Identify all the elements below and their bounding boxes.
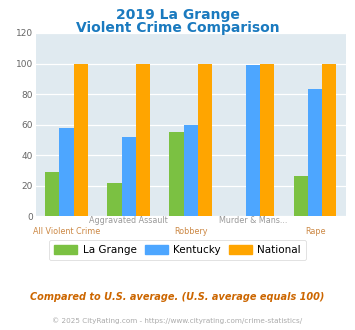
Text: Rape: Rape (305, 227, 325, 236)
Bar (59, 128, 74, 216)
Bar (136, 63, 150, 216)
Text: Aggravated Assault: Aggravated Assault (89, 216, 168, 225)
Bar (322, 63, 337, 216)
Bar (184, 124, 198, 216)
Bar (169, 132, 184, 216)
Bar (74, 63, 88, 216)
Text: © 2025 CityRating.com - https://www.cityrating.com/crime-statistics/: © 2025 CityRating.com - https://www.city… (53, 317, 302, 324)
Bar (198, 63, 212, 216)
Bar (294, 177, 308, 216)
Legend: La Grange, Kentucky, National: La Grange, Kentucky, National (49, 240, 306, 260)
Bar (260, 63, 274, 216)
Text: Violent Crime Comparison: Violent Crime Comparison (76, 21, 279, 35)
Bar (246, 65, 260, 216)
Bar (107, 182, 121, 216)
Text: All Violent Crime: All Violent Crime (33, 227, 100, 236)
Bar (308, 89, 322, 216)
Bar (121, 137, 136, 216)
Text: Robbery: Robbery (174, 227, 208, 236)
Bar (45, 172, 59, 216)
Text: Compared to U.S. average. (U.S. average equals 100): Compared to U.S. average. (U.S. average … (30, 292, 325, 302)
Text: 2019 La Grange: 2019 La Grange (116, 8, 239, 22)
Text: Murder & Mans...: Murder & Mans... (219, 216, 287, 225)
